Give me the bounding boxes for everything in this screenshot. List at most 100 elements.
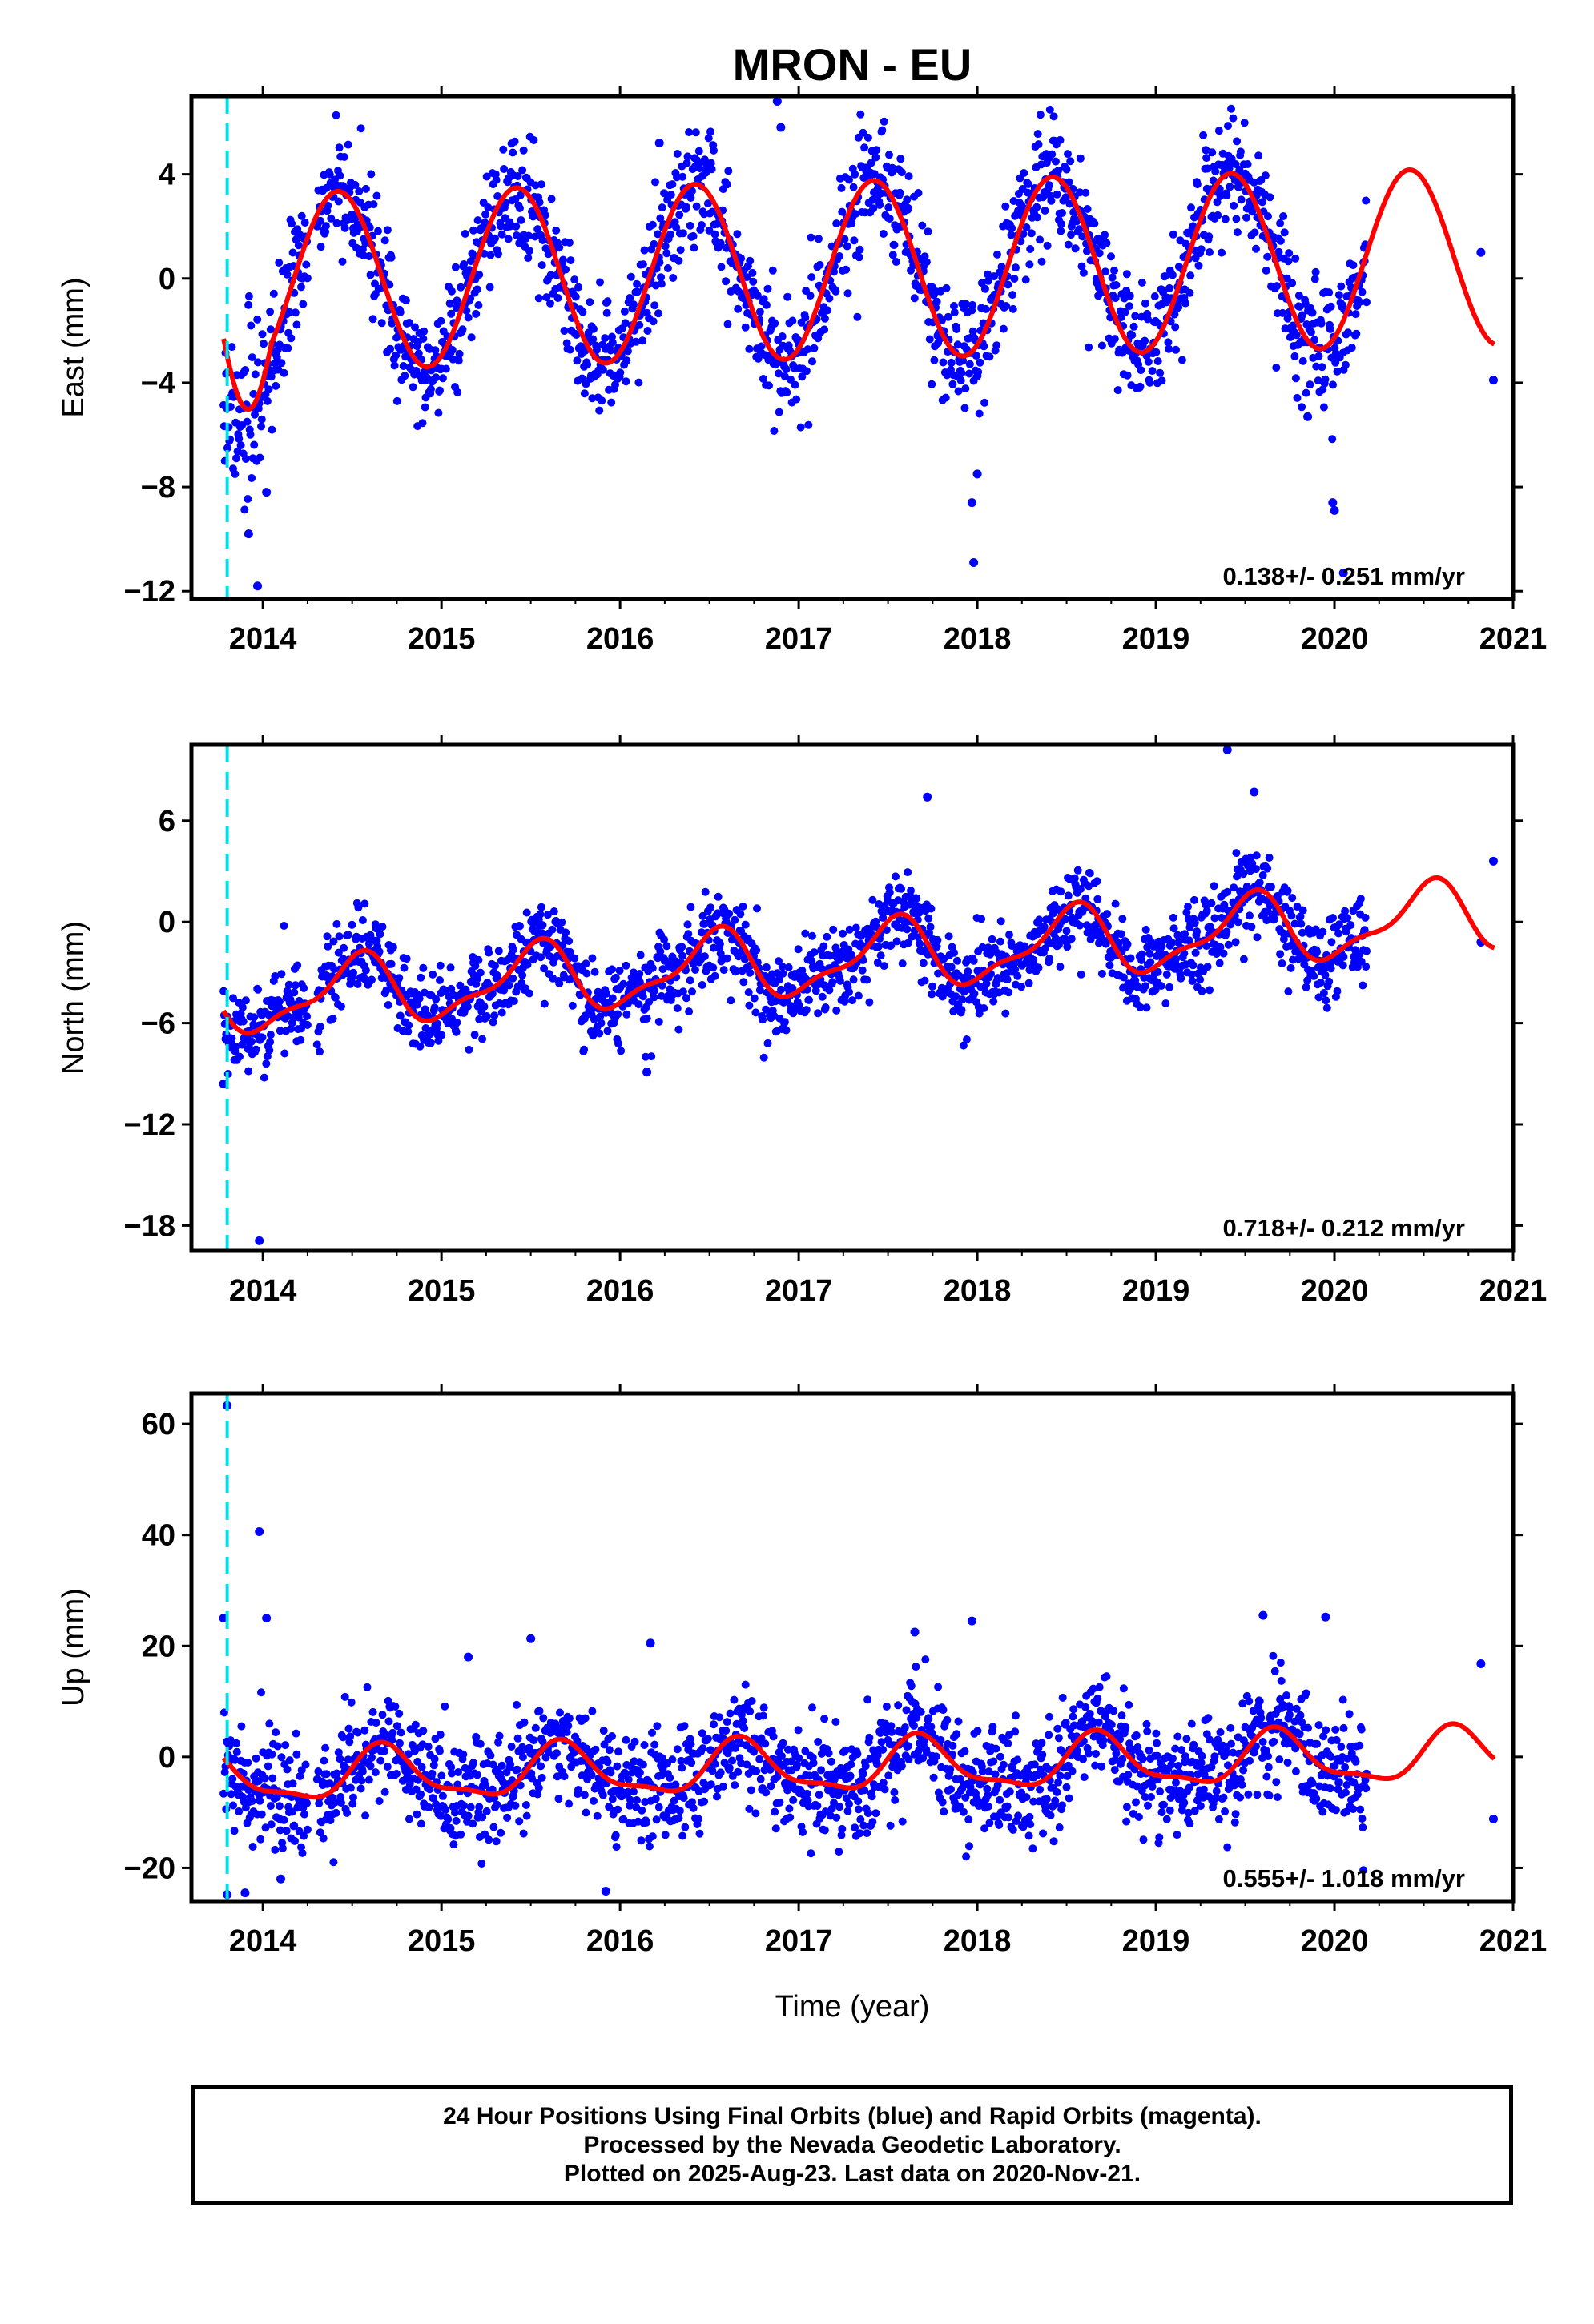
data-point [617,1047,626,1055]
data-point [686,221,694,230]
data-point [316,1023,324,1031]
data-point [354,903,363,912]
data-point [337,1799,345,1807]
data-point [956,376,965,384]
data-point [241,455,250,463]
data-point [996,1795,1004,1804]
data-point [272,381,280,390]
data-point [1218,248,1226,257]
data-point [392,351,401,360]
north-y-axis-label: North (mm) [57,921,91,1075]
data-point [747,1786,755,1795]
data-point [505,981,513,990]
data-point [235,434,244,443]
data-point [888,1727,896,1736]
data-point [619,979,628,988]
data-point [283,270,292,279]
data-point [837,1831,846,1839]
data-point [1157,942,1166,951]
data-point [981,304,990,313]
chart-title: MRON - EU [733,39,972,90]
data-point [622,1735,630,1744]
data-point [1272,364,1281,372]
data-point [1334,929,1343,938]
data-point [264,1762,272,1771]
data-point [1252,851,1261,860]
data-point [878,126,887,135]
data-point [611,1831,620,1839]
data-point [256,453,264,462]
data-point [982,979,991,988]
data-point [244,495,252,503]
data-point [366,1762,375,1771]
data-point [485,283,494,292]
data-point [1112,281,1121,289]
data-point [380,1787,389,1796]
data-point [1110,266,1118,275]
data-point [574,283,582,292]
data-point [566,256,575,265]
data-point [542,293,551,302]
east-x-tick-label: 2016 [586,622,654,656]
data-point [674,1025,683,1034]
data-point [346,1783,355,1792]
data-point [417,1763,426,1771]
data-point [626,272,635,281]
data-point [523,960,532,969]
data-point [593,1811,602,1820]
data-point [500,986,509,995]
east-y-tick-label: −4 [141,367,175,400]
data-point [535,198,544,207]
data-point [975,409,984,418]
data-point [1310,275,1319,283]
data-point [657,991,666,1000]
data-point [312,1040,321,1049]
data-point [884,203,893,211]
data-point [1045,1731,1053,1739]
panel-north: 2014 2015 2016 2017 2018 2019 2020 202160−6−12−… [57,735,1547,1308]
data-point [873,1760,881,1768]
data-point [608,338,617,347]
data-point [710,943,718,952]
data-point [796,423,805,432]
data-point [1093,895,1102,903]
data-point [1322,1003,1331,1012]
data-point [611,380,619,389]
data-point [330,965,339,974]
data-point [556,1708,564,1717]
data-point [564,1722,573,1730]
data-point [1137,278,1146,287]
data-point [368,1753,376,1762]
data-point [506,222,515,231]
data-point [897,884,906,893]
data-point [673,150,682,158]
data-point [843,1807,852,1815]
data-point [835,976,844,985]
data-point [513,231,521,239]
north-y-tick-label: −18 [124,1209,175,1243]
data-point [875,200,884,209]
data-point [303,1012,312,1021]
data-point [377,319,386,328]
data-point [344,140,352,149]
data-point [746,1707,755,1715]
data-point [267,372,276,381]
data-point [451,1808,459,1817]
data-point [903,195,912,204]
data-point [745,1001,754,1010]
data-point [972,1795,981,1803]
data-point [1062,165,1071,174]
data-point [1004,988,1013,997]
data-point [710,230,719,239]
data-point [392,1770,401,1778]
data-point [803,345,812,354]
data-point [236,441,245,450]
data-point [519,1829,528,1838]
data-point [603,297,612,306]
data-point [939,1706,948,1715]
data-point [548,925,557,934]
data-point [687,1759,696,1767]
data-point [655,258,664,267]
data-point [1165,983,1173,991]
data-point [510,137,519,146]
